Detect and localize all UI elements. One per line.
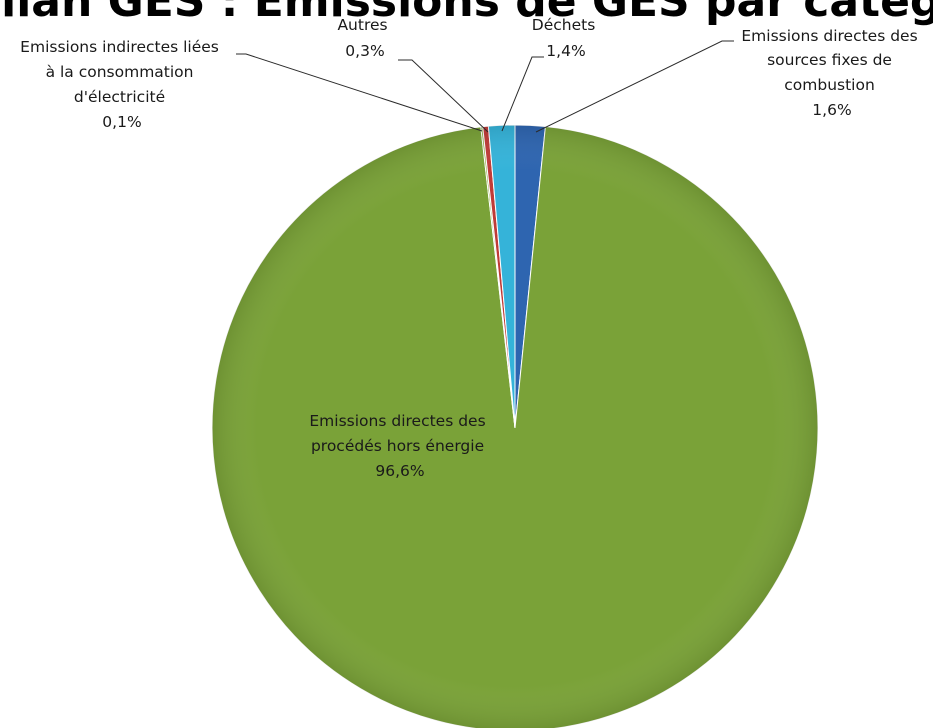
chart-title: Bilan GES : Emissions de GES par catégor… [0, 0, 933, 27]
pie-slices [211, 124, 819, 728]
leader-line-combustion [535, 40, 734, 133]
label-combustion: Emissions directes des sources fixes de … [741, 27, 922, 119]
leader-line-electricite [236, 53, 483, 132]
label-electricite: Emissions indirectes liées à la consomma… [20, 38, 224, 131]
label-procedes: Emissions directes des procédés hors éne… [309, 412, 490, 480]
label-autres: Autres 0,3% [337, 16, 392, 60]
leader-line-autres [398, 59, 489, 133]
leader-line-dechets [501, 56, 544, 132]
label-dechets: Déchets 1,4% [532, 16, 600, 60]
